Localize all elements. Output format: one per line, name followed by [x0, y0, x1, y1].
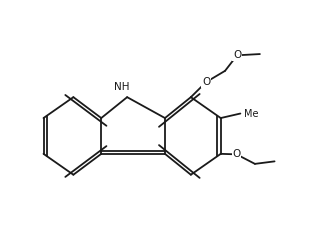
Text: Me: Me: [244, 109, 259, 118]
Text: NH: NH: [114, 82, 129, 92]
Text: O: O: [233, 50, 241, 60]
Text: O: O: [202, 77, 210, 87]
Text: O: O: [232, 149, 241, 159]
